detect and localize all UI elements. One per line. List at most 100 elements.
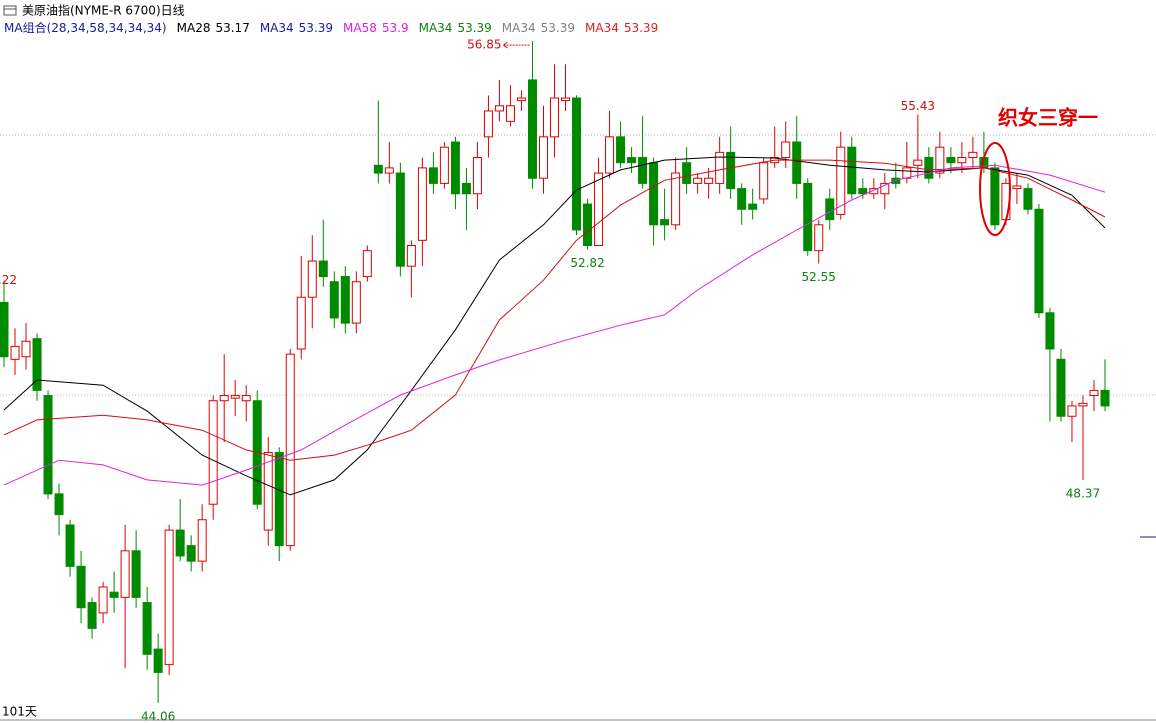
candle-body (538, 136, 548, 179)
candle-body (1023, 188, 1033, 210)
price-label: 56.85 (467, 38, 501, 52)
candle-body (219, 395, 229, 402)
candle-body (439, 146, 449, 184)
candle-body (704, 177, 714, 184)
candle-body (880, 182, 890, 195)
label-arrow-head (503, 41, 508, 49)
candle-body (417, 167, 427, 241)
candle-body (627, 157, 637, 164)
candle-body (1012, 185, 1022, 190)
candle-body (10, 345, 20, 360)
candle-body (847, 146, 857, 195)
candle-body (32, 338, 42, 391)
candle-body (472, 157, 482, 195)
candle-body (21, 340, 31, 358)
candle-body (1034, 208, 1044, 314)
legend-value: 53.9 (382, 21, 409, 35)
candle-body (395, 172, 405, 267)
candle-body (748, 203, 758, 210)
candle-body (968, 151, 978, 159)
candle-body (726, 151, 736, 190)
price-label: 52.22 (0, 273, 17, 287)
window-icon (3, 5, 17, 16)
price-label: 52.55 (802, 270, 836, 284)
candle-body (803, 182, 813, 252)
candle-body (814, 224, 824, 252)
candle-body (792, 141, 802, 184)
candle-body (164, 529, 174, 666)
candle-body (0, 301, 9, 358)
candle-body (516, 97, 526, 102)
candle-body (406, 244, 416, 267)
candle-body (76, 565, 86, 609)
candle-body (329, 281, 339, 319)
plot-area (0, 41, 1110, 703)
ma-header: MA组合(28,34,58,34,34,34) (4, 20, 167, 35)
candle-body (494, 105, 504, 112)
price-label: 52.82 (570, 256, 604, 270)
candle-body (1056, 358, 1066, 417)
candle-body (638, 157, 648, 184)
candle-body (682, 162, 692, 184)
ma-line (3, 156, 1106, 496)
candle-body (924, 157, 934, 179)
legend-name: MA34 (419, 21, 453, 35)
candle-body (649, 162, 659, 226)
legend-value: 53.39 (624, 21, 658, 35)
candle-body (120, 550, 130, 598)
candle-body (1045, 312, 1055, 350)
candle-body (527, 79, 537, 179)
candle-body (583, 203, 593, 246)
candle-body (54, 493, 64, 516)
candle-body (1067, 405, 1077, 417)
candle-body (990, 167, 1000, 226)
price-label: 44.06 (141, 709, 175, 723)
legend-name: MA34 (585, 21, 619, 35)
candle-body (274, 451, 284, 547)
candle-body (461, 182, 471, 195)
candle-body (594, 172, 604, 246)
candle-body (836, 146, 846, 215)
candle-body (98, 586, 108, 614)
candle-body (241, 395, 251, 402)
candle-body (351, 281, 361, 324)
candle-body (759, 162, 769, 200)
candle-body (561, 97, 571, 102)
candle-body (296, 296, 306, 350)
candle-body (175, 529, 185, 557)
price-label: 55.43 (901, 99, 935, 113)
candle-body (957, 157, 967, 164)
legend-name: MA58 (343, 21, 377, 35)
legend-value: 53.17 (215, 21, 249, 35)
candle-body (131, 550, 141, 598)
candle-body (935, 146, 945, 174)
chart-title: 美原油指(NYME-R 6700)日线 (22, 3, 185, 18)
candle-body (483, 110, 493, 138)
candle-body (43, 395, 53, 495)
candle-body (307, 260, 317, 298)
candle-body (671, 172, 681, 226)
candle-body (208, 400, 218, 505)
candle-body (869, 188, 879, 195)
candle-body (858, 188, 868, 195)
highlight-ellipse (979, 142, 1011, 236)
candle-body (715, 151, 725, 184)
candle-body (1100, 389, 1110, 407)
candle-body (142, 602, 152, 655)
candle-body (1089, 389, 1099, 397)
candle-body (87, 602, 97, 629)
legend-name: MA34 (260, 21, 294, 35)
legend-name: MA34 (502, 21, 536, 35)
candle-body (616, 136, 626, 164)
candle-body (197, 519, 207, 562)
candle-body (737, 188, 747, 210)
candle-body (946, 157, 956, 164)
candle-body (263, 451, 273, 531)
candle-body (340, 276, 350, 324)
candle-body (373, 164, 383, 174)
candle-body (550, 97, 559, 138)
candle-body (318, 260, 328, 278)
legend-name: MA28 (177, 21, 211, 35)
pattern-annotation: 织女三穿一 (998, 106, 1098, 130)
candle-body (693, 177, 703, 184)
